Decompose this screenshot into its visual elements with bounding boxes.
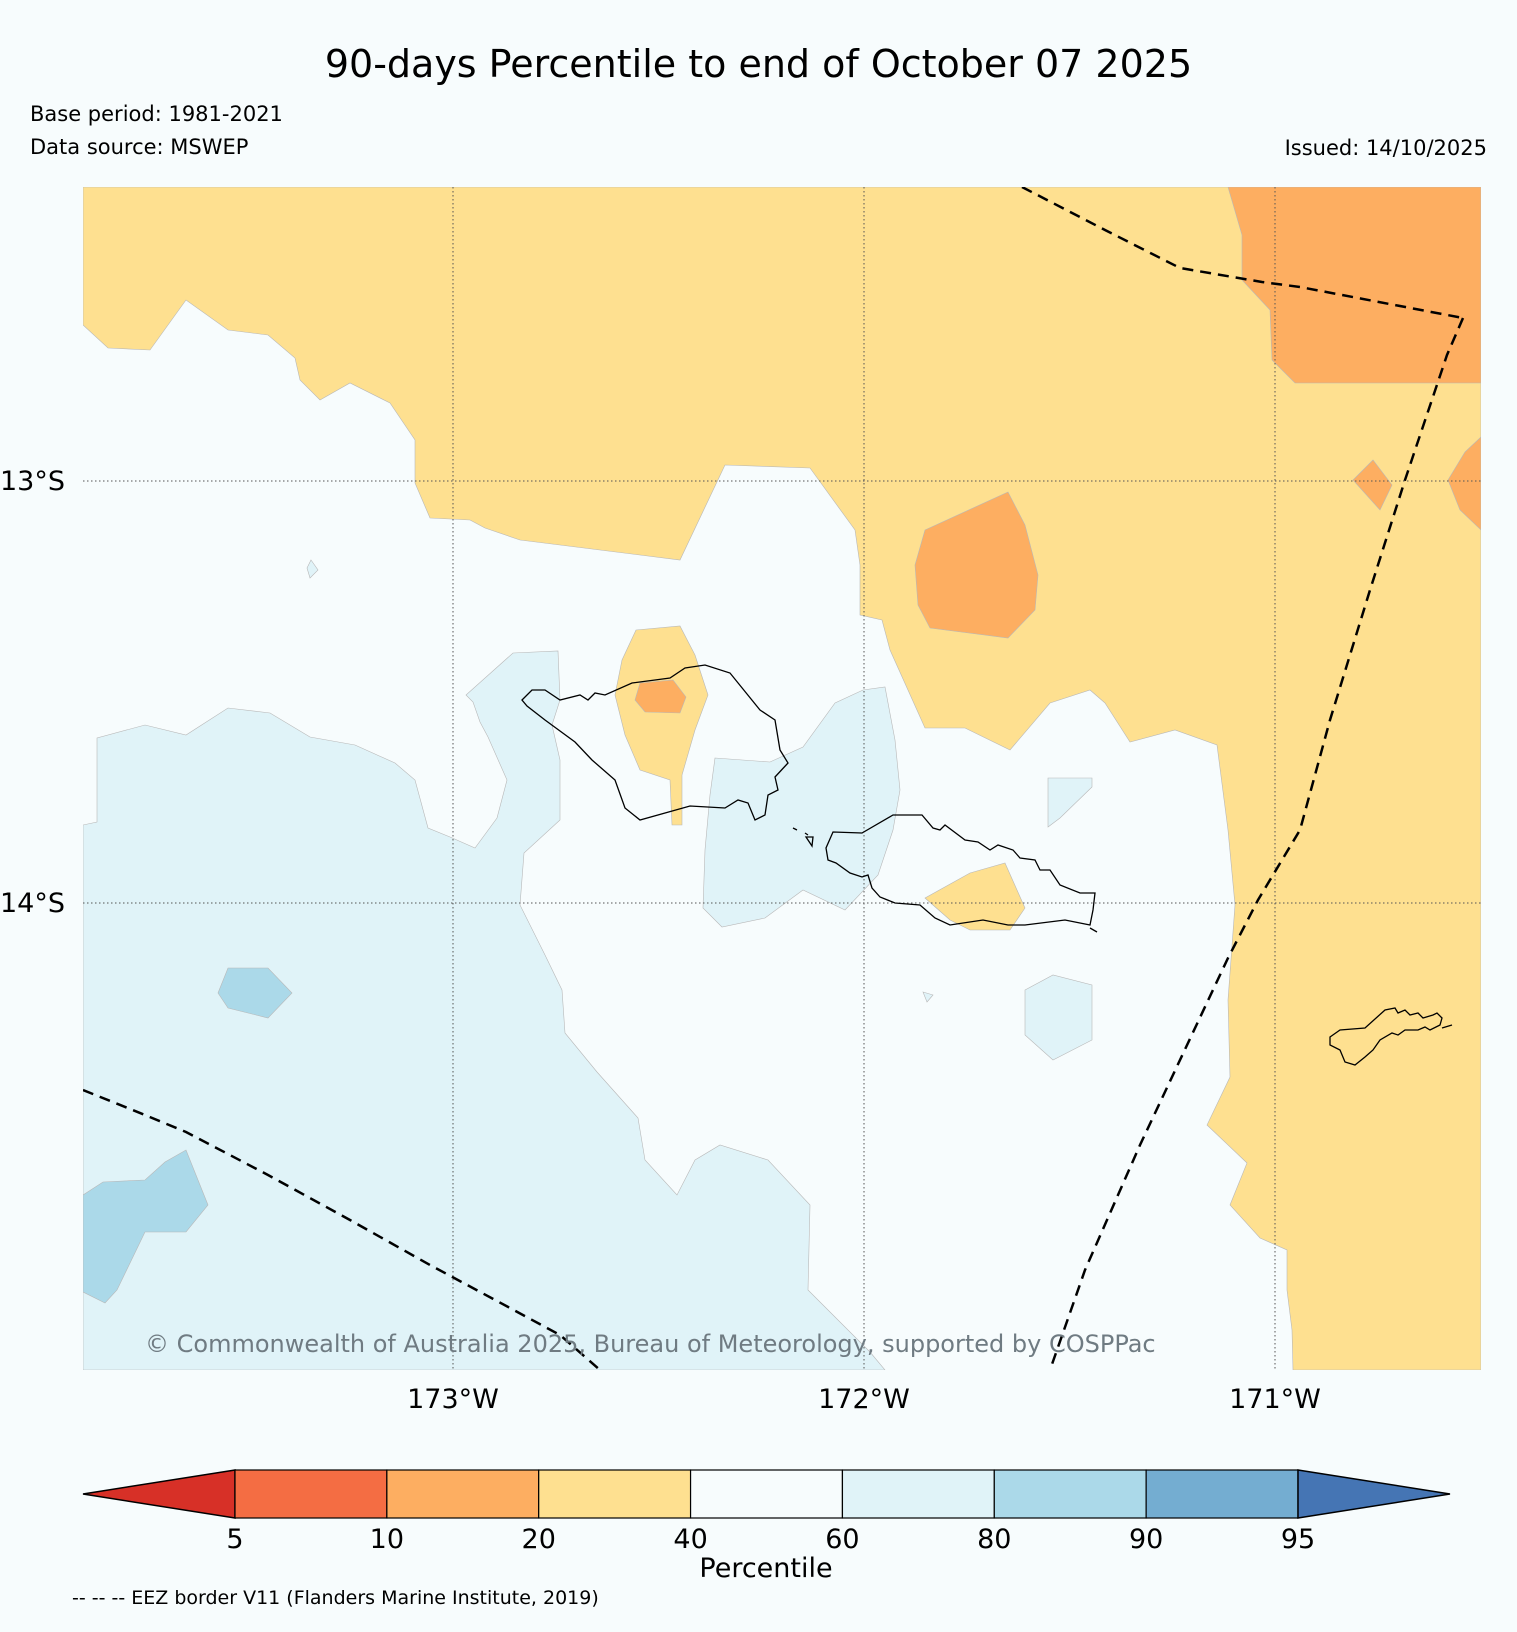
colorbar-tick-40: 40 (673, 1524, 707, 1555)
colorbar: 5 10 20 40 60 80 90 95 Percentile (82, 1469, 1451, 1584)
graticule (83, 187, 1481, 1370)
eez-legend-note: -- -- -- EEZ border V11 (Flanders Marine… (72, 1587, 599, 1609)
lon-label-173w: 173°W (407, 1384, 499, 1415)
colorbar-tick-95: 95 (1281, 1524, 1315, 1555)
coastlines (521, 664, 1453, 1066)
coastline-tutuila (1329, 1007, 1443, 1066)
colorbar-segment-5-10 (234, 1469, 388, 1519)
band-60-80-south (1024, 974, 1093, 1061)
eez-border-north (1021, 187, 1464, 320)
issued-date: Issued: 14/10/2025 (1284, 136, 1487, 160)
colorbar-segment-90-95 (1145, 1469, 1299, 1519)
band-20-40-savaii (924, 862, 1026, 931)
coastline-apolima (792, 827, 809, 836)
band-10-20-central (914, 491, 1039, 639)
coastline-upolu-tip (1089, 927, 1098, 933)
colorbar-tick-90: 90 (1129, 1524, 1163, 1555)
band-60-80-east (1047, 777, 1093, 828)
colorbar-segments (234, 1469, 1299, 1519)
eez-border-southwest (83, 1088, 601, 1370)
band-10-20-edge-east (1447, 436, 1481, 531)
map-title: 90-days Percentile to end of October 07 … (324, 42, 1193, 86)
colorbar-label: Percentile (699, 1553, 832, 1584)
colorbar-tick-5: 5 (226, 1524, 243, 1555)
colorbar-segment-80-90 (993, 1469, 1147, 1519)
band-80-90-west (217, 967, 293, 1019)
colorbar-segment-20-40 (538, 1469, 692, 1519)
coastline-upolu (825, 814, 1096, 926)
band-80-90-southwest (83, 1149, 209, 1304)
band-10-20-upolu (634, 679, 687, 714)
band-10-20-northeast (1227, 187, 1481, 384)
band-60-80-small-south (922, 991, 934, 1003)
band-10-20-small-east (1352, 459, 1393, 511)
colorbar-tick-20: 20 (522, 1524, 556, 1555)
colorbar-tick-10: 10 (370, 1524, 404, 1555)
colorbar-tick-60: 60 (825, 1524, 859, 1555)
colorbar-segment-40-60 (689, 1469, 844, 1519)
lat-label-14s: 14°S (0, 888, 65, 919)
lon-label-171w: 171°W (1229, 1384, 1321, 1415)
lon-label-172w: 172°W (818, 1384, 910, 1415)
colorbar-extend-below-5 (82, 1469, 236, 1519)
eez-borders (83, 187, 1465, 1370)
colorbar-extend-above-95 (1297, 1469, 1451, 1519)
coastline-manono (804, 836, 814, 848)
coastline-tutuila-tip (1441, 1024, 1453, 1029)
coastline-savaii (521, 664, 789, 821)
colorbar-segment-10-20 (386, 1469, 540, 1519)
band-20-40-upolu (614, 625, 709, 826)
colorbar-tick-80: 80 (977, 1524, 1011, 1555)
band-20-40-region (83, 187, 1481, 1370)
colorbar-segment-60-80 (841, 1469, 995, 1519)
base-period: Base period: 1981-2021 (30, 102, 283, 126)
eez-border-east (1048, 317, 1465, 1370)
data-source: Data source: MSWEP (30, 135, 249, 159)
map-area (83, 187, 1481, 1370)
lat-label-13s: 13°S (0, 466, 65, 497)
copyright-notice: © Commonwealth of Australia 2025, Bureau… (145, 1330, 1156, 1358)
band-60-80-small-west (306, 559, 319, 579)
colorbar-ticks: 5 10 20 40 60 80 90 95 (226, 1524, 1315, 1555)
band-60-80-central (702, 686, 901, 928)
